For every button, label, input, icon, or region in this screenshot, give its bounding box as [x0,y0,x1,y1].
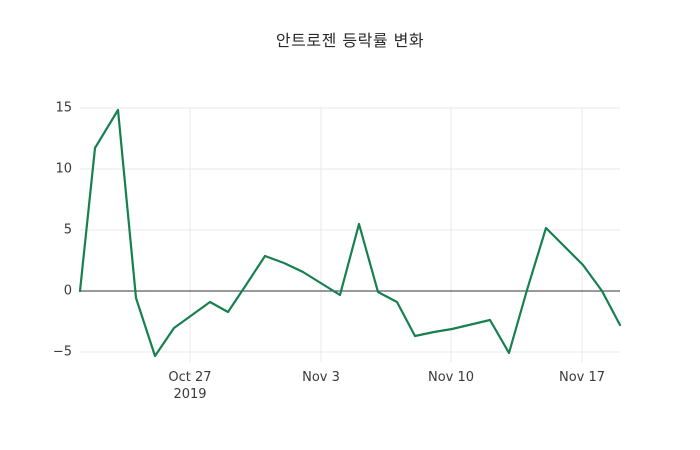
y-axis-tick-label: −5 [52,344,72,360]
y-axis-tick-label: 15 [55,100,72,116]
chart-title: 안트로젠 등락률 변화 [275,31,425,50]
x-axis-year-label: 2019 [173,387,207,402]
y-axis-tick-label: 5 [63,222,72,238]
x-axis-tick-label: Nov 17 [558,370,606,385]
y-axis-tick-labels: 15 10 5 0 −5 [28,0,72,450]
x-axis-tick-label: Nov 3 [302,370,340,385]
x-axis-tick-label: Nov 10 [427,370,475,385]
y-axis-tick-label: 10 [55,161,72,177]
y-axis-tick-label: 0 [63,283,72,299]
x-axis-tick-label: Oct 27 2019 [168,370,212,402]
